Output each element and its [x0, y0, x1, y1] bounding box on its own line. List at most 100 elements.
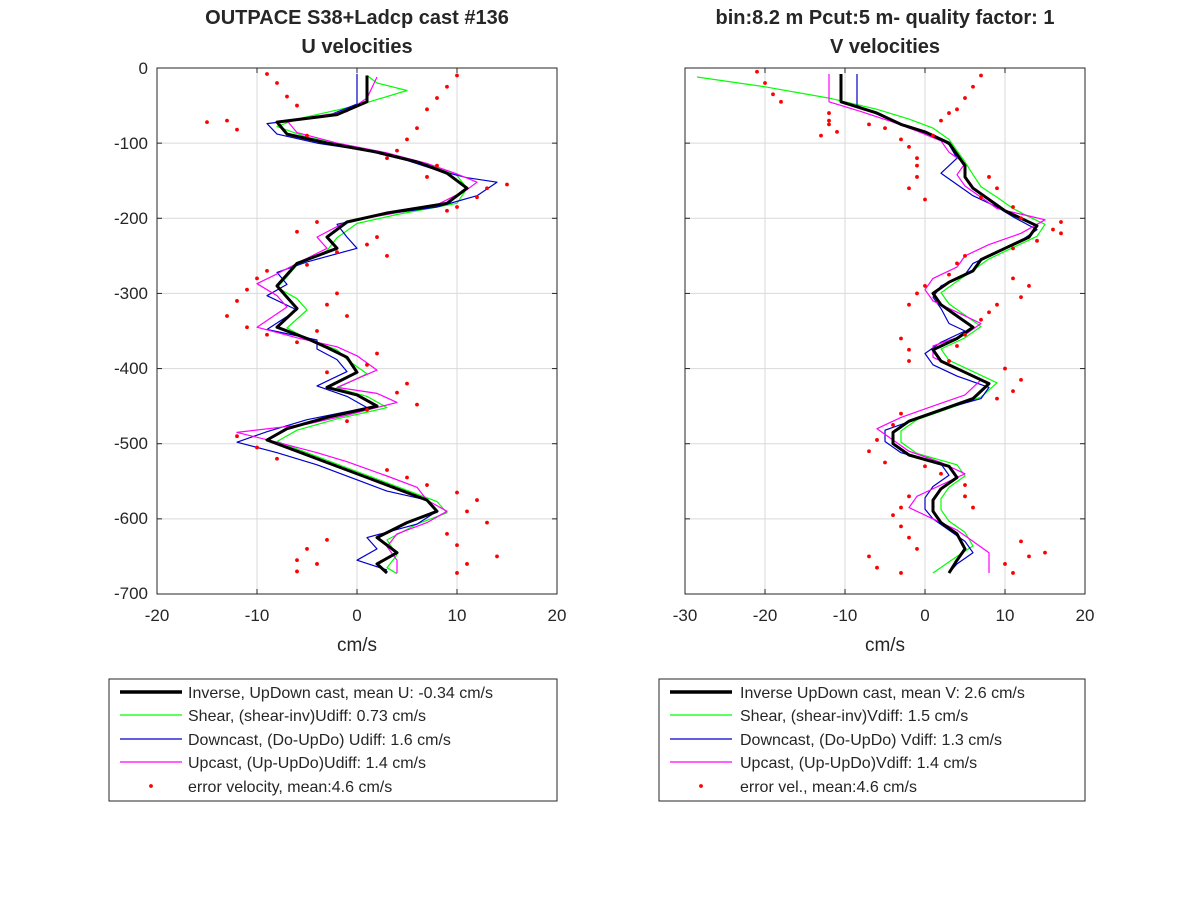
v-error-velocity-point: [907, 494, 911, 499]
v-xtick-label: 0: [920, 606, 929, 625]
v-error-velocity-point: [915, 547, 919, 551]
v-error-velocity-point: [891, 423, 895, 427]
v-error-velocity-point: [891, 513, 895, 517]
u-error-velocity-point: [425, 483, 429, 487]
v-error-velocity-point: [1051, 227, 1055, 232]
v-error-velocity-point: [907, 302, 911, 307]
v-error-velocity-point: [995, 396, 999, 401]
v-error-velocity-point: [955, 107, 959, 112]
v-error-velocity-point: [827, 122, 831, 127]
u-error-velocity-point: [295, 569, 299, 574]
u-error-velocity-point: [405, 381, 409, 386]
legend-label: Shear, (shear-inv)Udiff: 0.73 cm/s: [188, 708, 426, 725]
u-error-velocity-point: [435, 96, 439, 100]
u-error-velocity-point: [325, 370, 329, 375]
v-xtick-label: 20: [1076, 606, 1095, 625]
v-error-velocity-point: [899, 524, 903, 529]
v-error-velocity-point: [771, 92, 775, 97]
v-error-velocity-point: [875, 438, 879, 442]
v-error-velocity-point: [763, 81, 767, 85]
u-error-velocity-point: [225, 118, 229, 123]
u-error-velocity-point: [365, 362, 369, 367]
ytick-label: -400: [114, 359, 148, 378]
u-error-velocity-point: [245, 287, 249, 292]
u-error-velocity-point: [415, 402, 419, 407]
u-error-velocity-point: [495, 554, 499, 559]
v-error-velocity-point: [1011, 571, 1015, 575]
v-velocities-panel: bin:8.2 m Pcut:5 m- quality factor: 1 V …: [658, 7, 1095, 802]
legend-swatch-error: [699, 784, 703, 788]
v-error-velocity-point: [835, 129, 839, 134]
v-error-velocity-point: [963, 253, 967, 258]
v-error-velocity-point: [867, 122, 871, 127]
u-error-velocity-point: [425, 175, 429, 179]
legend-swatch-error: [149, 784, 153, 788]
u-error-velocity-point: [365, 408, 369, 412]
legend-label: Downcast, (Do-UpDo) Udiff: 1.6 cm/s: [188, 732, 451, 749]
v-error-velocity-point: [819, 133, 823, 138]
u-error-velocity-point: [265, 72, 269, 76]
legend-label: Upcast, (Up-UpDo)Udiff: 1.4 cm/s: [188, 755, 426, 772]
u-velocities-panel: OUTPACE S38+Ladcp cast #136 U velocities…: [108, 7, 567, 802]
v-error-velocity-point: [915, 291, 919, 296]
v-error-velocity-point: [939, 118, 943, 123]
u-panel-subtitle: U velocities: [301, 36, 412, 58]
v-shear-series-line: [696, 76, 1046, 574]
u-error-velocity-point: [385, 468, 389, 472]
v-axes-box: [684, 67, 1086, 595]
v-error-velocity-point: [1019, 295, 1023, 300]
v-error-velocity-point: [907, 186, 911, 191]
u-xtick-label: 10: [448, 606, 467, 625]
v-error-velocity-point: [947, 111, 951, 115]
u-upcast-series-line: [236, 76, 478, 573]
u-legend-box: [108, 678, 558, 802]
u-panel-title: OUTPACE S38+Ladcp cast #136: [205, 7, 509, 29]
v-error-velocity-point: [1011, 205, 1015, 209]
v-error-velocity-point: [899, 336, 903, 341]
u-error-velocity-point: [455, 571, 459, 575]
u-error-velocity-point: [425, 107, 429, 112]
v-error-velocity-point: [923, 284, 927, 288]
v-inverse-series-line: [839, 74, 1039, 574]
u-error-velocity-point: [205, 120, 209, 125]
v-error-velocity-point: [907, 145, 911, 149]
u-error-velocity-point: [475, 195, 479, 200]
u-error-velocity-point: [325, 537, 329, 542]
v-error-velocity-point: [955, 344, 959, 348]
v-error-velocity-point: [899, 571, 903, 575]
v-error-velocity-point: [915, 163, 919, 168]
v-error-velocity-point: [907, 359, 911, 363]
ytick-label: -600: [114, 509, 148, 528]
v-error-velocity-point: [955, 261, 959, 266]
u-error-velocity-point: [445, 208, 449, 213]
v-panel-subtitle: V velocities: [830, 36, 940, 58]
u-error-velocity-point: [275, 81, 279, 85]
legend-label: Upcast, (Up-UpDo)Vdiff: 1.4 cm/s: [740, 755, 977, 772]
u-error-velocity-point: [315, 562, 319, 566]
v-error-velocity-point: [1035, 238, 1039, 243]
u-error-velocity-point: [485, 520, 489, 525]
u-legend: Inverse, UpDown cast, mean U: -0.34 cm/s…: [108, 678, 558, 802]
u-error-velocity-point: [455, 73, 459, 78]
ytick-label: -700: [114, 584, 148, 603]
u-inverse-series-line: [265, 75, 469, 575]
v-xtick-label: -20: [753, 606, 778, 625]
u-error-velocity-point: [255, 445, 259, 450]
v-error-velocity-point: [963, 96, 967, 100]
u-error-velocity-point: [455, 205, 459, 209]
u-error-velocity-point: [305, 547, 309, 551]
v-error-velocity-point: [963, 483, 967, 487]
legend-label: Inverse UpDown cast, mean V: 2.6 cm/s: [740, 685, 1025, 702]
v-error-velocity-point: [1011, 389, 1015, 394]
v-error-velocity-point: [963, 494, 967, 499]
v-xtick-label: -30: [673, 606, 698, 625]
v-error-velocity-point: [899, 137, 903, 142]
u-xtick-label: 20: [548, 606, 567, 625]
u-error-velocity-point: [325, 302, 329, 307]
v-error-velocity-point: [923, 197, 927, 202]
v-error-velocity-point: [907, 535, 911, 540]
v-xtick-label: 10: [996, 606, 1015, 625]
v-error-velocity-point: [939, 471, 943, 476]
legend-label: Downcast, (Do-UpDo) Vdiff: 1.3 cm/s: [740, 732, 1002, 749]
u-error-velocity-point: [465, 562, 469, 566]
